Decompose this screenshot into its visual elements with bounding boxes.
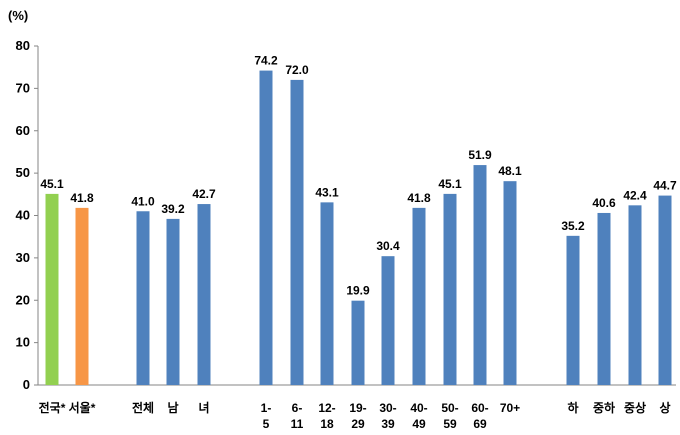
data-label: 35.2 — [561, 219, 585, 233]
bar — [45, 193, 59, 385]
category-label: 1- — [261, 401, 272, 415]
y-tick-label: 10 — [16, 335, 30, 350]
category-label: 19- — [349, 401, 366, 415]
data-label: 39.2 — [161, 202, 185, 216]
category-label: 30- — [379, 401, 396, 415]
bar — [136, 211, 150, 385]
data-label: 43.1 — [315, 185, 339, 199]
y-tick-label: 20 — [16, 292, 30, 307]
category-label: 49 — [412, 417, 426, 431]
y-tick-label: 50 — [16, 165, 30, 180]
category-label: 11 — [291, 417, 304, 431]
category-label: 5 — [263, 417, 270, 431]
bar — [628, 205, 642, 385]
category-label: 50- — [441, 401, 458, 415]
bar — [75, 207, 89, 385]
y-tick-label: 60 — [16, 123, 30, 138]
bar — [166, 218, 180, 385]
data-label: 42.4 — [623, 188, 647, 202]
category-label: 중상 — [624, 400, 646, 415]
y-tick-label: 40 — [16, 208, 30, 223]
y-tick-label: 80 — [16, 38, 30, 53]
y-axis-unit-label: (%) — [8, 8, 28, 23]
data-label: 72.0 — [285, 63, 309, 77]
data-label: 44.7 — [653, 179, 677, 193]
category-label: 39 — [381, 417, 395, 431]
data-label: 74.2 — [254, 54, 278, 68]
data-label: 41.0 — [131, 194, 155, 208]
category-label: 69 — [473, 417, 487, 431]
bar — [412, 207, 426, 385]
bar — [443, 193, 457, 385]
category-label: 전국* — [39, 400, 66, 415]
data-label: 45.1 — [40, 177, 64, 191]
category-label: 전체 — [132, 400, 154, 415]
bar — [290, 79, 304, 386]
bar — [197, 204, 211, 385]
bar — [351, 300, 365, 385]
category-label: 29 — [351, 417, 365, 431]
category-label: 녀 — [198, 400, 209, 415]
y-tick-label: 70 — [16, 80, 30, 95]
data-label: 30.4 — [376, 239, 400, 253]
category-label: 60- — [471, 401, 488, 415]
category-label: 중하 — [593, 400, 615, 415]
y-tick-label: 0 — [23, 377, 30, 392]
data-label: 42.7 — [192, 187, 216, 201]
category-label: 12- — [318, 401, 335, 415]
category-label: 59 — [443, 417, 457, 431]
bar — [259, 70, 273, 385]
bar — [597, 212, 611, 385]
data-label: 40.6 — [592, 196, 616, 210]
y-tick-label: 30 — [16, 250, 30, 265]
bar — [566, 235, 580, 385]
bar — [473, 165, 487, 385]
data-label: 48.1 — [498, 164, 522, 178]
category-label: 6- — [292, 401, 303, 415]
data-label: 19.9 — [346, 284, 370, 298]
data-label: 45.1 — [438, 177, 462, 191]
category-label: 상 — [659, 400, 670, 415]
bar — [381, 256, 395, 385]
category-label: 40- — [410, 401, 427, 415]
bar — [320, 202, 334, 385]
category-label: 하 — [567, 400, 578, 415]
category-label: 18 — [320, 417, 334, 431]
data-label: 51.9 — [468, 148, 492, 162]
category-label: 남 — [167, 400, 178, 415]
bar — [503, 181, 517, 385]
bar — [658, 195, 672, 385]
category-label: 70+ — [500, 401, 520, 415]
data-label: 41.8 — [70, 191, 94, 205]
data-label: 41.8 — [407, 191, 431, 205]
category-label: 서울* — [69, 400, 96, 415]
